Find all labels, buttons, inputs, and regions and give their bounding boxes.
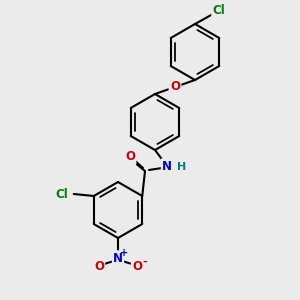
Text: +: + <box>120 248 128 258</box>
Text: -: - <box>143 257 147 267</box>
Text: O: O <box>94 260 104 274</box>
Text: Cl: Cl <box>55 188 68 200</box>
Text: O: O <box>125 151 135 164</box>
Text: N: N <box>162 160 172 172</box>
Text: O: O <box>170 80 180 94</box>
Text: Cl: Cl <box>213 4 225 17</box>
Text: N: N <box>113 251 123 265</box>
Text: O: O <box>132 260 142 274</box>
Text: H: H <box>177 162 186 172</box>
